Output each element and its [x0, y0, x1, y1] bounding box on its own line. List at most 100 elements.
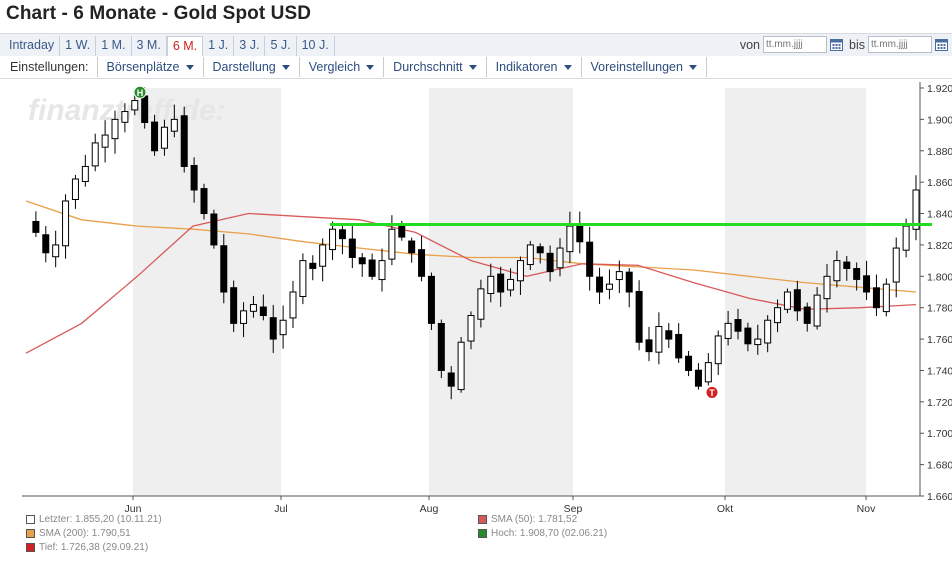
- tab-3-m[interactable]: 3 M.: [131, 36, 167, 57]
- y-tick-label: 1.880: [927, 146, 952, 158]
- tab-5-j[interactable]: 5 J.: [265, 36, 297, 57]
- candle-up: [319, 244, 327, 267]
- dropdown-vergleich[interactable]: Vergleich: [300, 57, 385, 77]
- tab-1-j[interactable]: 1 J.: [203, 36, 235, 57]
- candle-up: [111, 118, 119, 140]
- candle-down: [418, 249, 426, 277]
- legend-hoch: Hoch: 1.908,70 (02.06.21): [478, 528, 607, 539]
- dropdown-voreinstellungen[interactable]: Voreinstellungen: [582, 57, 707, 77]
- hoch-swatch: [478, 529, 487, 538]
- candle-down: [694, 369, 702, 387]
- x-tick-label: Nov: [857, 503, 876, 514]
- candle-up: [378, 260, 386, 281]
- legend-sma50-text: SMA (50): 1.781,52: [491, 514, 578, 525]
- candle-down: [338, 229, 346, 240]
- legend-tief-text: Tief: 1.726,38 (29.09.21): [39, 542, 149, 553]
- candle-down: [200, 188, 208, 215]
- candle-up: [249, 304, 257, 312]
- candle-down: [220, 245, 228, 293]
- candle-down: [427, 275, 435, 324]
- legend-sma50: SMA (50): 1.781,52: [478, 514, 577, 525]
- candle-up: [704, 362, 712, 383]
- to-label: bis: [849, 37, 865, 52]
- dropdown-durchschnitt[interactable]: Durchschnitt: [384, 57, 487, 77]
- dropdown-darstellung[interactable]: Darstellung: [204, 57, 300, 77]
- tab-intraday[interactable]: Intraday: [4, 36, 61, 57]
- dropdown-indikatoren[interactable]: Indikatoren: [487, 57, 582, 77]
- dropdown-label: Voreinstellungen: [590, 60, 683, 74]
- candle-up: [566, 225, 574, 253]
- candle-down: [576, 225, 584, 243]
- candle-up: [131, 100, 139, 111]
- candle-down: [675, 333, 683, 359]
- calendar-icon[interactable]: [935, 38, 948, 51]
- candle-down: [793, 289, 801, 312]
- candle-up: [81, 165, 89, 183]
- candle-down: [536, 246, 544, 254]
- candle-down: [447, 372, 455, 387]
- candle-up: [714, 335, 722, 365]
- candle-up: [170, 118, 178, 132]
- date-range: von bis: [740, 36, 948, 53]
- legend-sma200-text: SMA (200): 1.790,51: [39, 528, 131, 539]
- calendar-icon[interactable]: [830, 38, 844, 51]
- candle-up: [882, 283, 890, 313]
- candle-up: [240, 310, 248, 324]
- settings-row: Einstellungen: Börsenplätze Darstellung Ve…: [4, 56, 707, 78]
- candle-down: [497, 273, 505, 293]
- tab-1-w[interactable]: 1 W.: [60, 36, 97, 57]
- y-tick-label: 1.800: [927, 271, 952, 283]
- candle-down: [309, 262, 317, 269]
- y-tick-label: 1.740: [927, 365, 952, 377]
- timeframe-tabbar: Intraday 1 W. 1 M. 3 M. 6 M. 1 J. 3 J. 5 J. 10 J…: [0, 33, 952, 58]
- candle-down: [863, 275, 871, 293]
- candle-down: [398, 225, 406, 238]
- candle-down: [635, 290, 643, 343]
- candle-up: [902, 225, 910, 251]
- y-tick-label: 1.860: [927, 177, 952, 189]
- candle-down: [269, 317, 277, 340]
- candle-up: [329, 228, 337, 251]
- to-date-input[interactable]: [868, 36, 932, 53]
- candle-down: [853, 268, 861, 280]
- candle-up: [516, 260, 524, 282]
- candle-up: [724, 322, 732, 339]
- tab-1-m[interactable]: 1 M.: [96, 36, 132, 57]
- candle-down: [665, 330, 673, 340]
- candle-up: [526, 244, 534, 266]
- candle-down: [586, 241, 594, 277]
- candle-up: [91, 142, 99, 167]
- candle-down: [358, 257, 366, 265]
- candle-down: [259, 306, 267, 317]
- candle-up: [833, 260, 841, 282]
- candle-up: [892, 247, 900, 283]
- tab-10-j[interactable]: 10 J.: [296, 36, 335, 57]
- tief-marker-label: T: [709, 388, 715, 398]
- page-title: Chart - 6 Monate - Gold Spot USD: [6, 3, 312, 24]
- tab-3-j[interactable]: 3 J.: [234, 36, 266, 57]
- from-date-input[interactable]: [763, 36, 828, 53]
- candle-up: [52, 244, 60, 258]
- candle-down: [408, 240, 416, 254]
- candle-up: [487, 275, 495, 294]
- candle-up: [823, 275, 831, 300]
- dropdown-börsenplätze[interactable]: Börsenplätze: [98, 57, 204, 77]
- legend-tief: Tief: 1.726,38 (29.09.21): [26, 542, 148, 553]
- y-tick-label: 1.760: [927, 334, 952, 346]
- candle-down: [744, 327, 752, 345]
- tab-6-m[interactable]: 6 M.: [166, 36, 204, 57]
- sma50-line: [25, 212, 917, 354]
- candle-down: [348, 238, 356, 258]
- candle-down: [32, 220, 40, 233]
- candle-down: [546, 252, 554, 273]
- dropdown-label: Durchschnitt: [393, 60, 463, 74]
- tief-marker: [705, 385, 719, 399]
- candle-down: [368, 259, 376, 277]
- legend-sma200: SMA (200): 1.790,51: [26, 528, 131, 539]
- legend-letzter: Letzter: 1.855,20 (10.11.21): [26, 514, 162, 525]
- candle-up: [160, 126, 168, 149]
- x-tick-label: Aug: [420, 503, 439, 514]
- letzter-swatch: [26, 515, 35, 524]
- y-tick-label: 1.900: [927, 114, 952, 126]
- y-tick-label: 1.680: [927, 460, 952, 472]
